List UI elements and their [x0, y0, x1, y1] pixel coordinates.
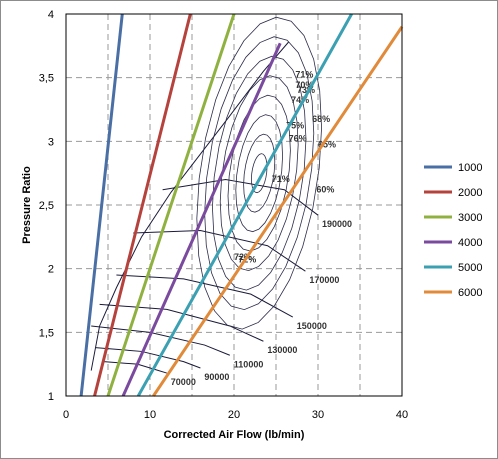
x-tick-label: 30 — [312, 409, 324, 421]
efficiency-label: 71% — [272, 174, 290, 184]
speed-line — [95, 347, 201, 369]
series-line-3000 — [106, 13, 236, 397]
y-axis-title: Pressure Ratio — [21, 166, 33, 244]
efficiency-label: 60% — [316, 184, 334, 194]
efficiency-island — [251, 153, 268, 194]
x-axis-title: Corrected Air Flow (lb/min) — [164, 429, 305, 441]
efficiency-label: 76% — [289, 133, 307, 143]
x-tick-label: 10 — [144, 409, 156, 421]
plot-area-border — [65, 13, 403, 397]
series-line-2000 — [93, 13, 192, 397]
efficiency-island — [235, 114, 283, 233]
x-tick-label: 0 — [63, 409, 69, 421]
efficiency-island — [196, 16, 322, 330]
speed-line — [91, 325, 230, 356]
y-tick-label: 3,5 — [39, 73, 54, 85]
speed-line — [99, 303, 264, 342]
efficiency-island — [243, 133, 276, 213]
efficiency-island — [204, 36, 315, 311]
y-tick-label: 2 — [48, 264, 54, 276]
legend-label: 4000 — [458, 237, 482, 249]
efficiency-label: 68% — [312, 114, 330, 124]
series-line-6000 — [152, 25, 404, 397]
speed-line-label: 90000 — [204, 372, 229, 382]
grid — [66, 14, 402, 396]
efficiency-label: 70% — [295, 80, 313, 90]
legend-label: 2000 — [458, 187, 482, 199]
speed-line-label: 130000 — [267, 345, 297, 355]
efficiency-island — [212, 55, 307, 291]
legend: 1000 2000 3000 4000 5000 6000 — [424, 162, 482, 299]
efficiency-label: 65% — [318, 140, 336, 150]
speed-line-label: 150000 — [297, 321, 327, 331]
efficiency-label: 72% — [234, 252, 252, 262]
speed-line-label: 70000 — [171, 377, 196, 387]
speed-line — [103, 361, 167, 374]
surge-line — [90, 41, 289, 371]
series-line-1000 — [79, 13, 124, 397]
efficiency-island — [227, 94, 291, 252]
speed-line — [133, 229, 306, 272]
legend-label: 6000 — [458, 287, 482, 299]
legend-label: 1000 — [458, 162, 482, 174]
series-lines — [79, 13, 404, 397]
x-tick-label: 40 — [396, 409, 408, 421]
speed-line-label: 190000 — [322, 219, 352, 229]
legend-label: 3000 — [458, 212, 482, 224]
y-tick-label: 3 — [48, 136, 54, 148]
efficiency-label: 74% — [291, 95, 309, 105]
efficiency-label: 75% — [286, 121, 304, 131]
y-tick-label: 2,5 — [39, 200, 54, 212]
y-tick-label: 1,5 — [39, 327, 54, 339]
legend-label: 5000 — [458, 262, 482, 274]
efficiency-island — [219, 75, 299, 272]
tick-labels: 0 10 20 30 40 1 1,5 2 2,5 3 3,5 4 — [39, 9, 408, 421]
y-tick-label: 1 — [48, 391, 54, 403]
series-line-4000 — [121, 42, 282, 397]
efficiency-label: 73% — [297, 85, 315, 95]
series-line-5000 — [136, 13, 353, 397]
speed-line-label: 110000 — [234, 359, 264, 369]
x-tick-label: 20 — [228, 409, 240, 421]
efficiency-label: 71% — [295, 70, 313, 80]
speed-line-label: 170000 — [309, 275, 339, 285]
y-tick-label: 4 — [48, 9, 54, 21]
